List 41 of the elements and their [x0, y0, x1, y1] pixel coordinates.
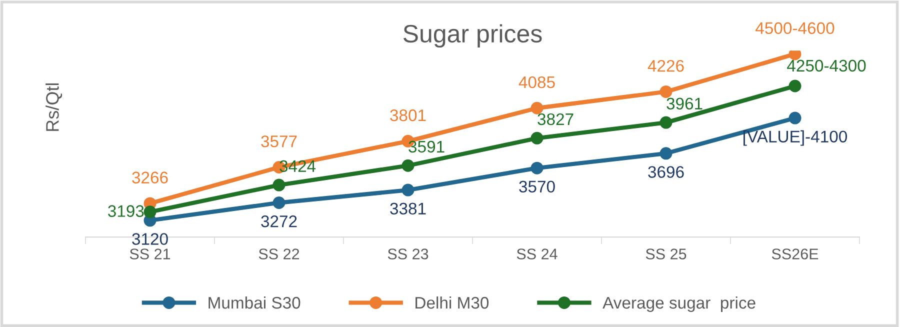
- data-label: 4250-4300: [787, 60, 866, 72]
- data-label: 3570: [519, 180, 555, 193]
- point: [402, 184, 414, 196]
- point: [660, 147, 672, 160]
- point: [144, 206, 156, 218]
- data-label: 3577: [261, 135, 297, 148]
- data-label: 3120: [132, 233, 168, 245]
- legend-label: Delhi M30: [416, 296, 489, 309]
- data-label: 3801: [390, 109, 426, 122]
- x-tick-label: SS26E: [772, 248, 818, 260]
- point: [402, 159, 414, 172]
- data-label: 3591: [408, 140, 444, 153]
- data-label: 3272: [261, 215, 297, 228]
- point: [272, 196, 286, 209]
- data-label: 4226: [648, 60, 684, 72]
- data-label: 4085: [518, 76, 555, 88]
- point: [660, 116, 672, 129]
- data-label: 4500-4600: [756, 22, 834, 34]
- point: [788, 112, 802, 124]
- data-label: 3827: [538, 113, 574, 126]
- data-label: 3381: [390, 202, 426, 215]
- x-tick-label: SS 21: [130, 248, 170, 260]
- point: [660, 85, 672, 98]
- legend-label: Average sugar price: [602, 296, 756, 312]
- x-tick-label: SS 25: [646, 248, 686, 260]
- chart-title: Sugar prices: [403, 24, 542, 48]
- point: [530, 162, 544, 174]
- x-tick-label: SS 23: [388, 248, 428, 260]
- point: [530, 102, 544, 114]
- data-label: 3696: [648, 166, 684, 178]
- legend-label: Mumbai S30: [208, 296, 300, 309]
- point: [788, 80, 802, 92]
- y-axis-title: Rs/Qtl: [46, 83, 62, 131]
- point: [272, 178, 286, 192]
- data-label: 3266: [132, 172, 168, 184]
- data-label: 3961: [666, 98, 702, 110]
- x-tick-label: SS 22: [258, 248, 300, 260]
- x-tick-label: SS 24: [516, 248, 558, 260]
- data-label: 3193: [108, 205, 144, 217]
- point: [530, 132, 544, 144]
- annotation: [VALUE]-4100: [744, 130, 848, 146]
